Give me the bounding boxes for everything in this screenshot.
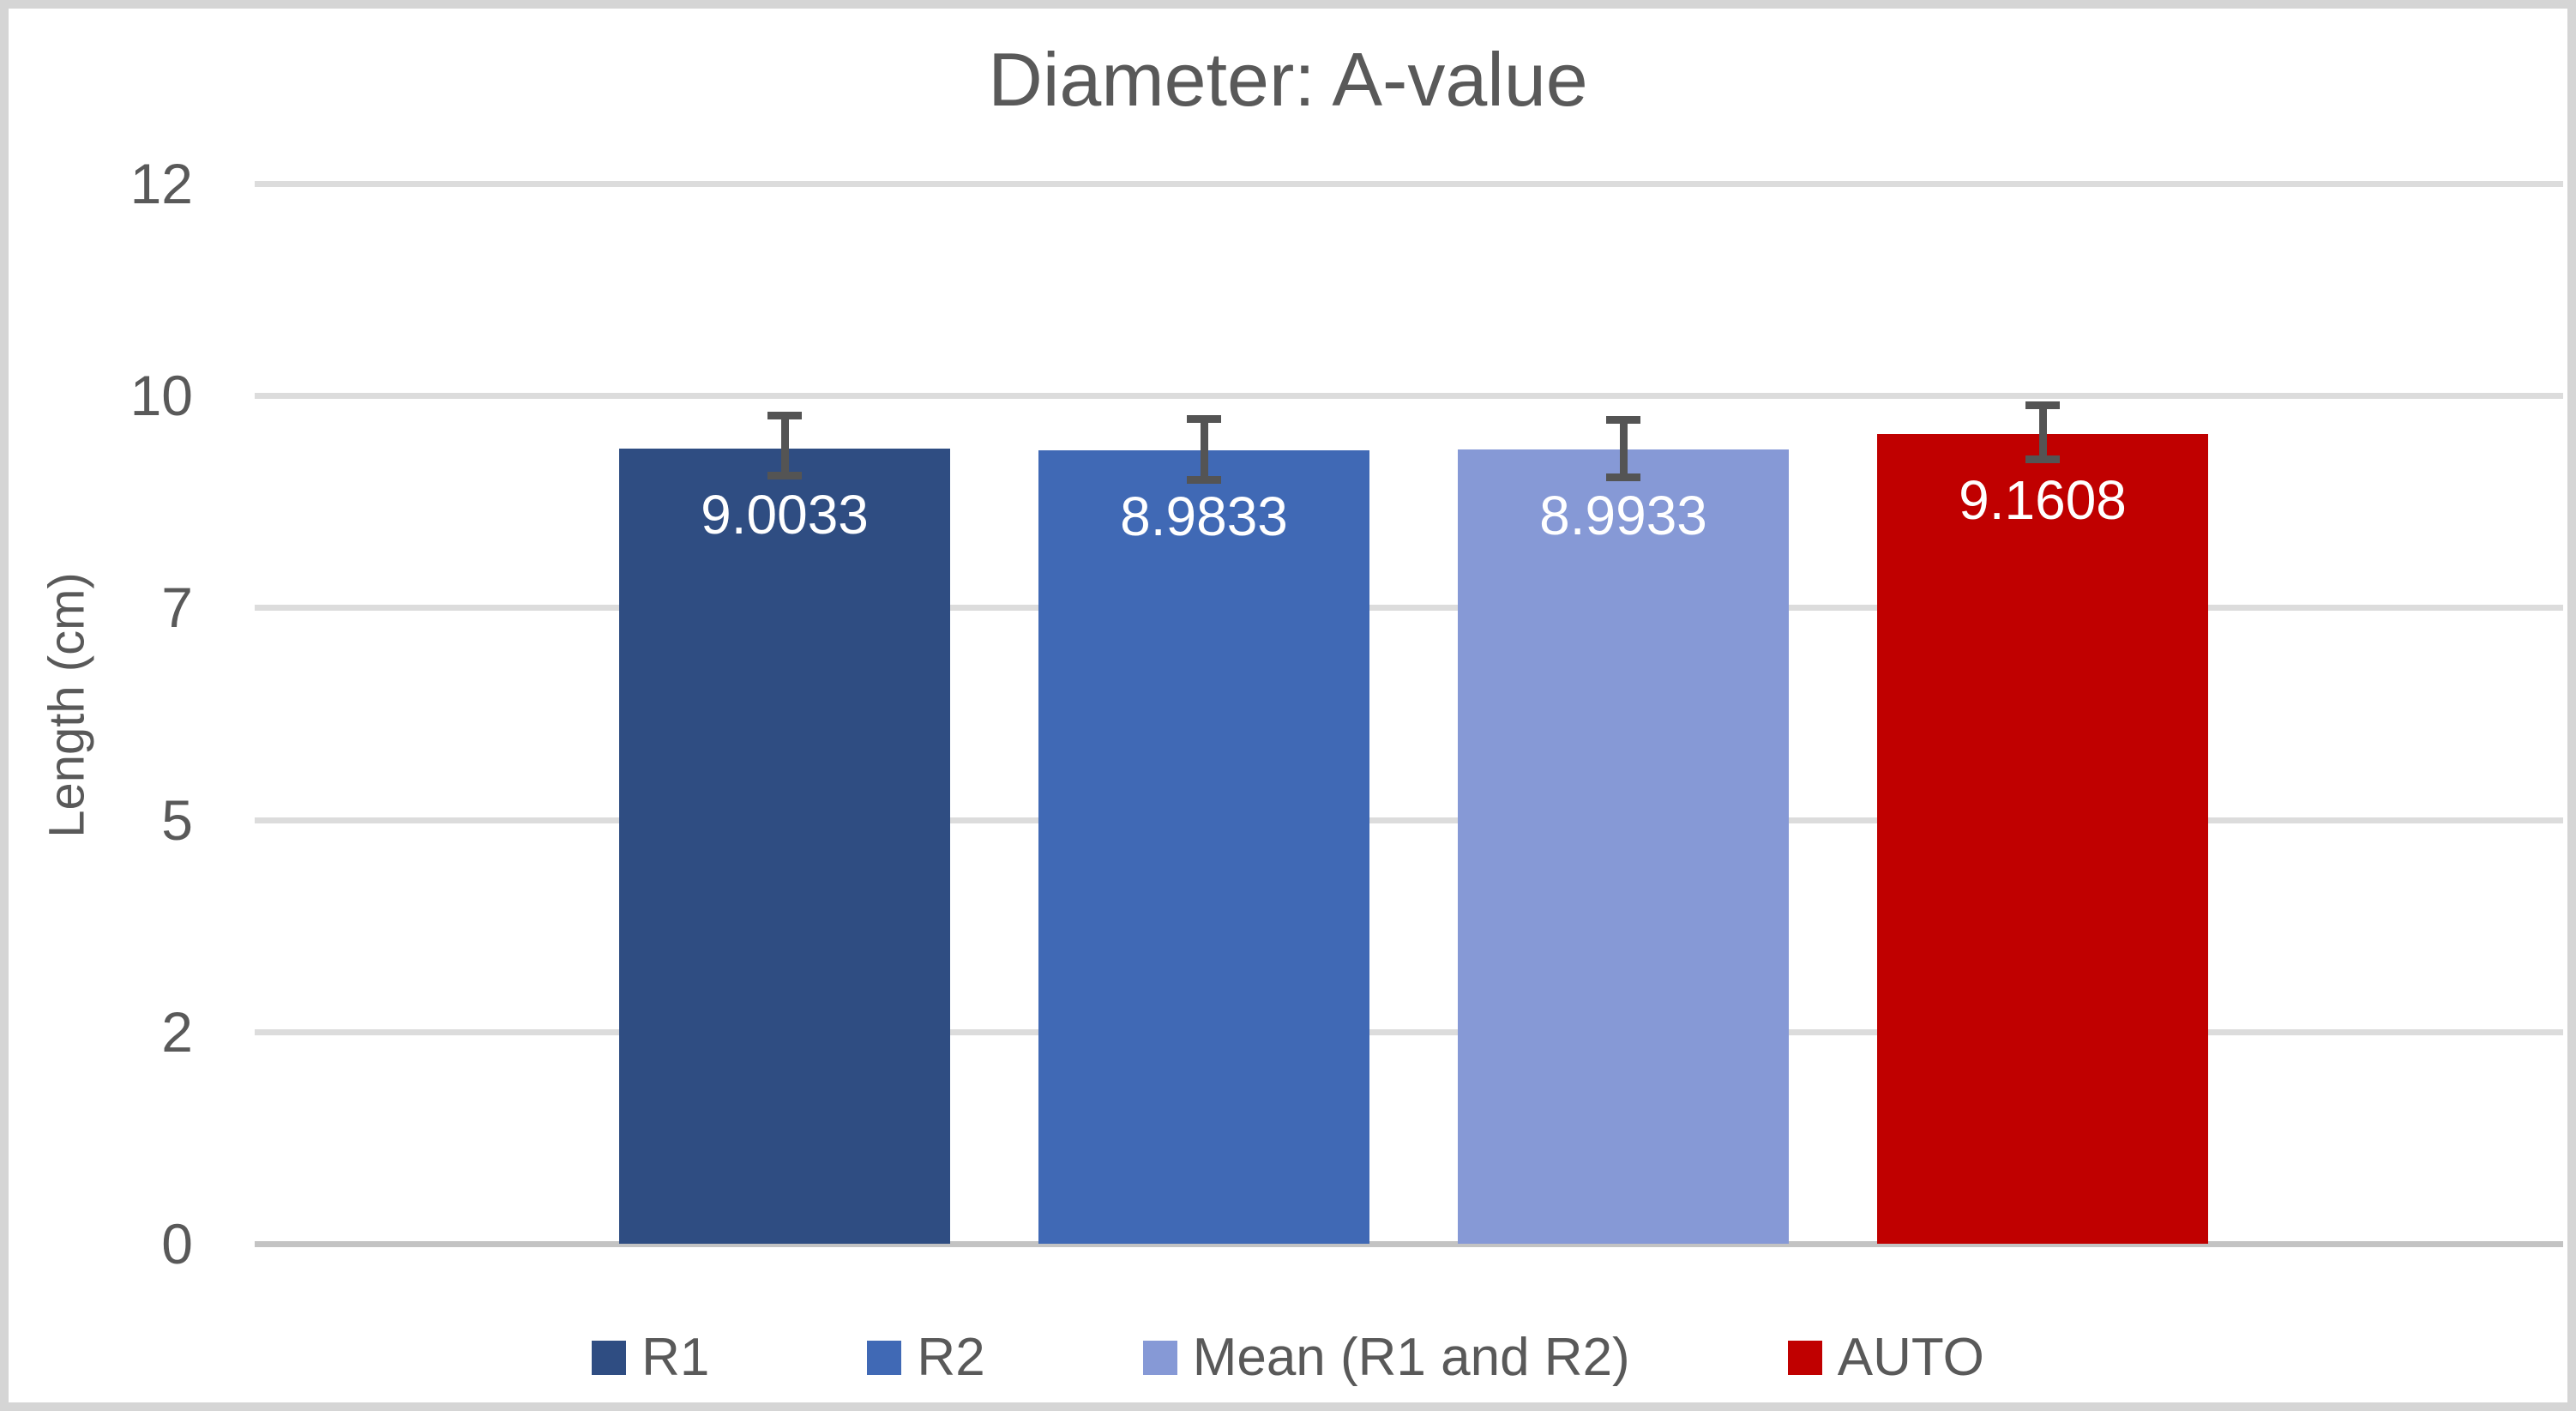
bar-value-label: 8.9933 [1539, 484, 1707, 546]
chart-title: Diameter: A-value [988, 37, 1588, 122]
error-bar-line [780, 412, 789, 479]
bar-value-label: 8.9833 [1120, 485, 1288, 547]
legend-label: R1 [641, 1328, 710, 1387]
legend-label: R2 [917, 1328, 985, 1387]
x-axis-line [255, 1241, 2563, 1247]
legend-item: AUTO [1787, 1328, 1984, 1388]
legend-label: AUTO [1837, 1328, 1984, 1387]
legend: R1 R2 Mean (R1 and R2) AUTO [9, 1328, 2567, 1388]
error-bar-line [1200, 414, 1208, 484]
error-bar-top-cap [767, 412, 802, 420]
legend-swatch [867, 1341, 902, 1375]
bar-r1: 9.0033 [619, 448, 950, 1244]
y-tick-label: 5 [161, 787, 193, 852]
y-tick-label: 7 [161, 576, 193, 640]
bar-value-label: 9.1608 [1959, 469, 2127, 532]
bar-value-label: 9.0033 [701, 483, 869, 546]
y-tick-label: 10 [129, 364, 193, 428]
error-bar-top-cap [2025, 401, 2060, 410]
gridline [255, 181, 2563, 187]
legend-item: Mean (R1 and R2) [1142, 1328, 1630, 1388]
y-tick-label: 12 [129, 152, 193, 215]
gridline [255, 817, 2563, 823]
bar-r2: 8.9833 [1038, 449, 1369, 1244]
legend-label: Mean (R1 and R2) [1192, 1328, 1630, 1387]
plot-area: 9.0033 8.9833 8.9933 9.1608 [255, 181, 2563, 1247]
error-bar-bottom-cap [1187, 475, 1221, 484]
error-bar-bottom-cap [1606, 473, 1640, 481]
y-tick-label: 2 [161, 999, 193, 1064]
legend-swatch [1787, 1341, 1822, 1375]
error-bar-top-cap [1187, 414, 1221, 423]
gridline [255, 1028, 2563, 1035]
error-bar-line [1619, 415, 1628, 481]
y-tick-label: 0 [161, 1212, 193, 1275]
legend-item: R1 [592, 1328, 709, 1388]
y-axis-tick-labels: 12 10 7 5 2 0 [9, 9, 2567, 1402]
error-bar-bottom-cap [2025, 455, 2060, 464]
bar-mean-r1-and-r2-: 8.9933 [1458, 449, 1789, 1244]
legend-swatch [592, 1341, 627, 1375]
gridline [255, 393, 2563, 400]
legend-item: R2 [867, 1328, 985, 1388]
legend-swatch [1142, 1341, 1177, 1375]
error-bar-bottom-cap [767, 471, 802, 479]
error-bar-top-cap [1606, 415, 1640, 424]
gridline [255, 605, 2563, 612]
error-bar-line [2038, 401, 2047, 464]
bar-auto: 9.1608 [1877, 434, 2208, 1244]
